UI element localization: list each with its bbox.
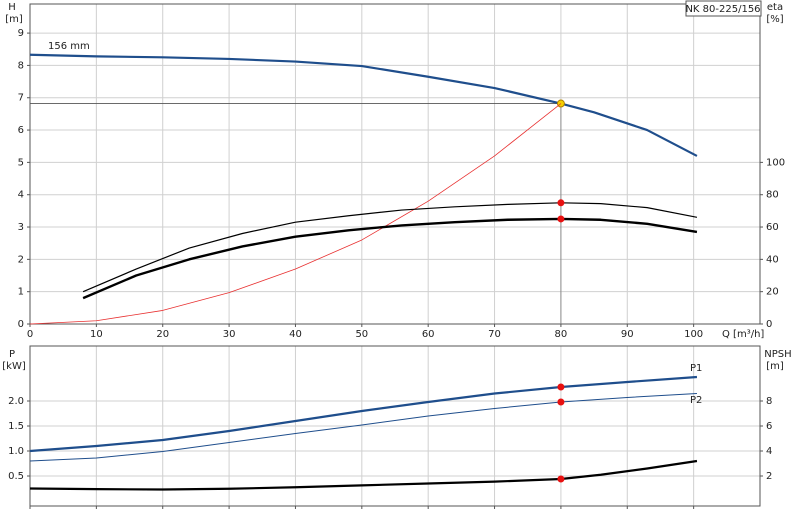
x-tick-label: 100 <box>684 329 703 340</box>
curve <box>82 202 698 293</box>
operating-point <box>556 99 565 108</box>
y2-tick-label: 4 <box>766 446 772 457</box>
x-tick-label: 40 <box>289 329 302 340</box>
x-tick-label: 10 <box>90 329 103 340</box>
y2-tick-label: 40 <box>766 254 779 265</box>
operating-point <box>557 199 565 207</box>
y-tick-label: 8 <box>18 60 24 71</box>
y2-axis-unit: [m] <box>766 361 784 372</box>
plot-frame <box>29 3 761 325</box>
y-tick-label: 9 <box>18 28 24 39</box>
y-tick-label: 1.0 <box>8 446 24 457</box>
series-label: P2 <box>690 395 702 406</box>
y-tick-label: 0.5 <box>8 471 24 482</box>
y2-axis-label: NPSH <box>764 349 791 360</box>
operating-point <box>557 215 565 223</box>
y2-tick-label: 8 <box>766 396 772 407</box>
y-tick-label: 4 <box>18 190 24 201</box>
x-tick-label: 50 <box>355 329 368 340</box>
chart-title: NK 80-225/156 <box>685 4 760 15</box>
y2-axis-label: eta <box>767 2 783 13</box>
y-tick-label: 3 <box>18 222 24 233</box>
y2-tick-label: 60 <box>766 222 779 233</box>
x-tick-label: 20 <box>156 329 169 340</box>
x-tick-label: 80 <box>555 329 568 340</box>
y2-tick-label: 6 <box>766 421 772 432</box>
x-tick-label: 60 <box>422 329 435 340</box>
y-tick-label: 1 <box>18 287 24 298</box>
y-tick-label: 6 <box>18 125 24 136</box>
y-axis-unit: [kW] <box>2 361 26 372</box>
operating-point <box>557 383 565 391</box>
y-tick-label: 0 <box>18 319 24 330</box>
y-tick-label: 1.5 <box>8 421 24 432</box>
operating-point <box>557 475 565 483</box>
y-axis-label: P <box>9 349 15 360</box>
x-tick-label: 90 <box>621 329 634 340</box>
title-box <box>685 0 762 17</box>
y2-tick-label: 20 <box>766 287 779 298</box>
y-tick-label: 2 <box>18 254 24 265</box>
x-axis-label: Q [m³/h] <box>722 329 764 340</box>
y-tick-label: 2.0 <box>8 396 24 407</box>
curve <box>29 53 698 157</box>
series-label: 156 mm <box>48 41 90 52</box>
x-tick-label: 30 <box>223 329 236 340</box>
y2-axis-unit: [%] <box>766 14 783 25</box>
operating-point <box>557 398 565 406</box>
y-tick-label: 5 <box>18 157 24 168</box>
y-tick-label: 7 <box>18 93 24 104</box>
series-label: P1 <box>690 363 702 374</box>
curve <box>29 375 698 453</box>
plot-frame <box>29 345 761 507</box>
y2-tick-label: 0 <box>766 319 772 330</box>
y-axis-label: H <box>8 2 16 13</box>
curve <box>29 393 697 462</box>
y2-tick-label: 80 <box>766 190 779 201</box>
y2-tick-label: 100 <box>766 157 785 168</box>
y-axis-unit: [m] <box>5 14 23 25</box>
y2-tick-label: 2 <box>766 471 772 482</box>
x-tick-label: 0 <box>27 329 33 340</box>
curve <box>29 103 562 325</box>
x-tick-label: 70 <box>488 329 501 340</box>
curve <box>82 217 698 300</box>
curve <box>29 459 698 491</box>
